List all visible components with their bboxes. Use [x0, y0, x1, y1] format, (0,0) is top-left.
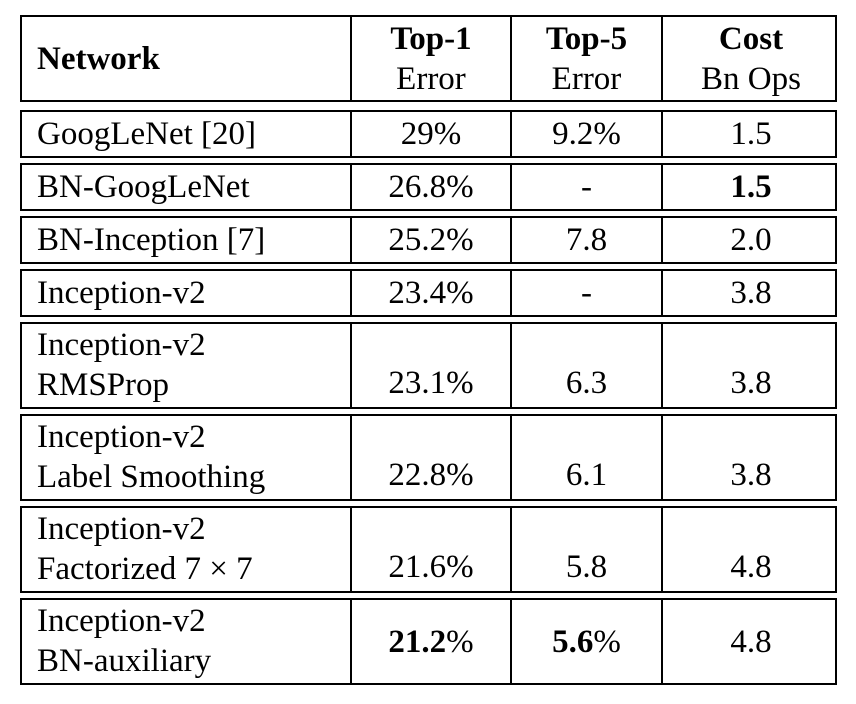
top5-cell: 6.1 — [510, 416, 661, 499]
header-top1-line2: Error — [396, 60, 466, 97]
network-cell: Inception-v2 — [22, 271, 350, 315]
top5-cell: 5.8 — [510, 508, 661, 591]
table-row: BN-GoogLeNet 26.8% - 1.5 — [20, 163, 837, 211]
network-name-line2: RMSProp — [37, 367, 170, 403]
network-name-line1: Inception-v2 — [37, 603, 206, 639]
top5-cell: - — [510, 271, 661, 315]
top5-cell: 7.8 — [510, 218, 661, 262]
cost-cell: 3.8 — [661, 271, 839, 315]
network-cell: BN-GoogLeNet — [22, 165, 350, 209]
network-cell: GoogLeNet [20] — [22, 112, 350, 156]
cost-cell: 4.8 — [661, 600, 839, 683]
header-top1-line1: Top-1 — [390, 20, 472, 57]
table-row: Inception-v2 BN-auxiliary 21.2% 5.6% 4.8 — [20, 598, 837, 685]
table-header-row: Network Top-1 Error Top-5 Error Cost Bn … — [20, 15, 837, 102]
network-cell: Inception-v2 BN-auxiliary — [22, 600, 350, 683]
network-name-line2: Factorized 7 × 7 — [37, 551, 253, 587]
header-cost-line2: Bn Ops — [701, 60, 801, 97]
network-name-line1: Inception-v2 — [37, 419, 206, 455]
cost-cell: 1.5 — [661, 112, 839, 156]
top5-cell: 6.3 — [510, 324, 661, 407]
header-cost-line1: Cost — [718, 20, 784, 57]
cost-cell: 2.0 — [661, 218, 839, 262]
network-name: BN-Inception [7] — [37, 222, 266, 258]
top1-cell: 26.8% — [350, 165, 510, 209]
top1-cell: 22.8% — [350, 416, 510, 499]
table-row: BN-Inception [7] 25.2% 7.8 2.0 — [20, 216, 837, 264]
top1-cell: 29% — [350, 112, 510, 156]
header-top1: Top-1 Error — [350, 17, 510, 100]
top5-suffix: % — [593, 623, 621, 660]
network-name: GoogLeNet [20] — [37, 116, 257, 152]
network-name-line2: BN-auxiliary — [37, 643, 212, 679]
results-table: Network Top-1 Error Top-5 Error Cost Bn … — [20, 15, 837, 685]
header-top5-line2: Error — [551, 60, 622, 97]
network-name: BN-GoogLeNet — [37, 169, 250, 205]
network-cell: Inception-v2 Factorized 7 × 7 — [22, 508, 350, 591]
cost-cell: 1.5 — [661, 165, 839, 209]
network-name-line1: Inception-v2 — [37, 511, 206, 547]
header-top5-line1: Top-5 — [545, 20, 628, 57]
top1-cell: 25.2% — [350, 218, 510, 262]
network-cell: Inception-v2 RMSProp — [22, 324, 350, 407]
top5-cell: 9.2% — [510, 112, 661, 156]
header-network: Network — [22, 17, 350, 100]
table-row: Inception-v2 23.4% - 3.8 — [20, 269, 837, 317]
top1-cell: 21.6% — [350, 508, 510, 591]
network-cell: Inception-v2 Label Smoothing — [22, 416, 350, 499]
table-row: GoogLeNet [20] 29% 9.2% 1.5 — [20, 110, 837, 158]
top1-cell: 23.1% — [350, 324, 510, 407]
top5-value: 5.6 — [552, 623, 594, 660]
top5-cell: 5.6% — [510, 600, 661, 683]
top1-value: 21.2 — [388, 623, 447, 660]
table-row: Inception-v2 RMSProp 23.1% 6.3 3.8 — [20, 322, 837, 409]
network-name: Inception-v2 — [37, 275, 206, 311]
top5-cell: - — [510, 165, 661, 209]
top1-cell: 23.4% — [350, 271, 510, 315]
network-cell: BN-Inception [7] — [22, 218, 350, 262]
network-name-line2: Label Smoothing — [37, 459, 266, 495]
top1-cell: 21.2% — [350, 600, 510, 683]
cost-cell: 3.8 — [661, 416, 839, 499]
top1-suffix: % — [446, 623, 474, 660]
header-cost: Cost Bn Ops — [661, 17, 839, 100]
header-top5: Top-5 Error — [510, 17, 661, 100]
cost-cell: 3.8 — [661, 324, 839, 407]
cost-cell: 4.8 — [661, 508, 839, 591]
header-network-label: Network — [37, 40, 160, 77]
table-row: Inception-v2 Label Smoothing 22.8% 6.1 3… — [20, 414, 837, 501]
network-name-line1: Inception-v2 — [37, 327, 206, 363]
table-row: Inception-v2 Factorized 7 × 7 21.6% 5.8 … — [20, 506, 837, 593]
